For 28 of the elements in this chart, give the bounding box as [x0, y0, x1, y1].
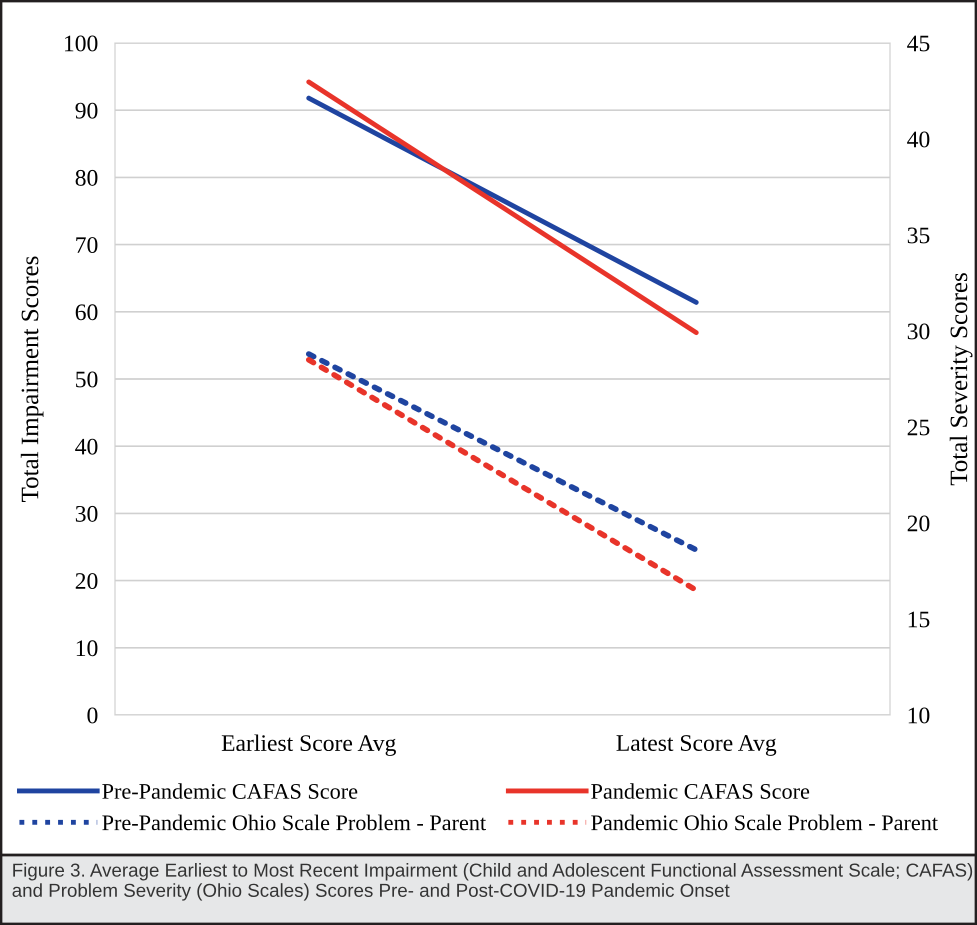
y-tick-label: 60 [76, 304, 98, 320]
y2-tick-label: 25 [908, 420, 930, 436]
y2-tick-label: 35 [908, 228, 930, 244]
legend-label: Pre-Pandemic CAFAS Score [102, 783, 358, 799]
y-axis-title: Total Impairment Scores [20, 256, 44, 502]
y-tick-label: 70 [76, 237, 98, 254]
x-tick-label: Earliest Score Avg [222, 734, 396, 756]
caption: Figure 3. Average Earliest to Most Recent Impairment (Child and Adolescent Functional Assessment Scale; CAFAS) and Problem Severity (Ohio Scales) Scores Pre- and Post-COVID-19 Pandemic Onset [12, 863, 972, 901]
y-tick-label: 0 [87, 707, 98, 724]
y2-tick-label: 40 [907, 131, 930, 148]
x-tick-label: Latest Score Avg [616, 735, 776, 756]
legend-label: Pre-Pandemic Ohio Scale Problem - Parent [102, 814, 486, 830]
y2-tick-label: 15 [908, 612, 930, 628]
y-tick-label: 10 [76, 640, 98, 656]
y-tick-label: 30 [76, 506, 98, 522]
y2-tick-label: 30 [908, 323, 930, 340]
y-tick-label: 90 [75, 102, 98, 119]
y2-tick-label: 20 [908, 515, 930, 532]
legend-label: Pandemic CAFAS Score [591, 783, 810, 799]
y2-tick-label: 10 [908, 707, 930, 724]
y-tick-label: 20 [76, 573, 98, 590]
y-tick-label: 80 [76, 170, 98, 186]
y-tick-label: 100 [64, 35, 98, 52]
y-tick-label: 40 [75, 438, 98, 455]
y-tick-label: 50 [76, 371, 98, 388]
legend-label: Pandemic Ohio Scale Problem - Parent [591, 814, 938, 830]
y2-axis-title: Total Severity Scores [950, 273, 972, 486]
y2-tick-label: 45 [907, 36, 930, 52]
